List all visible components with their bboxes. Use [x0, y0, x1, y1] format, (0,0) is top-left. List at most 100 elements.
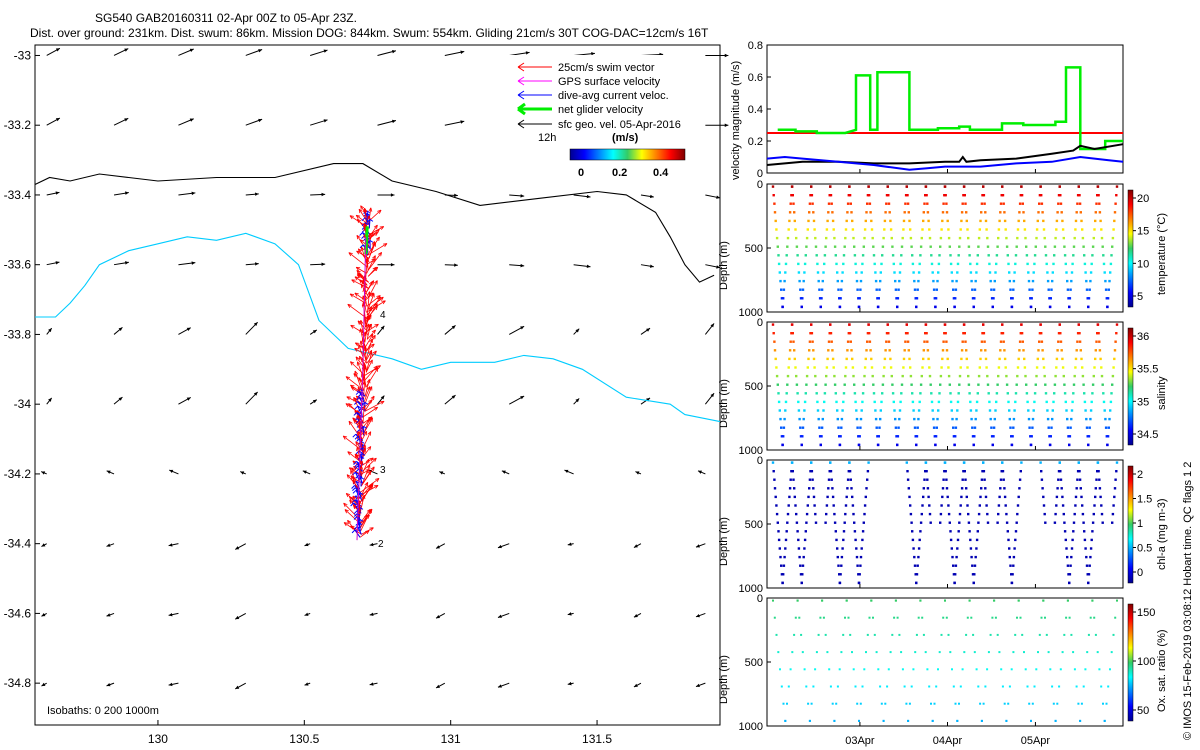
profile-point [831, 349, 834, 352]
profile-point [816, 400, 819, 404]
profile-point [1016, 504, 1020, 507]
swim-vector-head [357, 218, 362, 224]
profile-point [798, 417, 801, 421]
dive-avg-current-vector [368, 219, 371, 229]
profile-point [999, 487, 1002, 490]
profile-point [1027, 417, 1031, 421]
profile-point [786, 374, 790, 378]
swim-vector-head [372, 457, 377, 462]
profile-point [886, 685, 889, 688]
profile-point [805, 236, 809, 240]
profile-point [997, 512, 1000, 516]
profile-point [1015, 245, 1018, 248]
profile-point [846, 340, 850, 343]
profile-point [1040, 202, 1044, 205]
profile-point [851, 651, 853, 654]
swim-vector-head [357, 386, 362, 392]
profile-point [868, 340, 872, 343]
map-legend: 25cm/s swim vector GPS surface velocity … [505, 55, 705, 179]
profile-point [950, 547, 953, 550]
profile-point [912, 668, 915, 671]
profile-point [791, 332, 794, 335]
profile-point [796, 392, 799, 395]
profile-point [956, 538, 960, 542]
profile-point [820, 435, 823, 438]
profile-point [979, 219, 982, 223]
profile-point [888, 349, 891, 352]
profile-point [926, 349, 930, 352]
profile-point [878, 426, 881, 429]
profile-point [862, 383, 865, 386]
profile-point [802, 279, 805, 283]
profile-point [915, 581, 918, 585]
profile-point [815, 254, 818, 257]
profile-point [828, 194, 831, 197]
profile-point [910, 685, 913, 688]
profile-point [918, 262, 921, 266]
profile-point [790, 194, 793, 197]
profile-point [1061, 651, 1064, 654]
profile-point [872, 616, 874, 619]
profile-point [803, 538, 807, 542]
profile-point [1086, 435, 1089, 438]
profile-point [876, 443, 880, 447]
profile-point [870, 357, 873, 361]
profile-point [930, 702, 932, 705]
profile-point [863, 374, 866, 378]
profile-point [984, 349, 987, 352]
profile-point [793, 349, 796, 352]
profile-point [1047, 651, 1050, 654]
profile-point [866, 332, 870, 335]
sfc-velocity-arrowhead [258, 118, 263, 123]
profile-point [923, 340, 926, 343]
swim-vector-head [363, 207, 367, 213]
profile-point [893, 616, 896, 619]
profile-point [1055, 228, 1058, 231]
profile-point [933, 702, 936, 705]
profile-point [910, 245, 913, 248]
profile-point [991, 616, 994, 619]
profile-point [939, 374, 943, 378]
profile-point [1006, 254, 1009, 257]
profile-point [889, 357, 892, 361]
profile-point [1094, 487, 1097, 490]
profile-point [788, 211, 792, 214]
profile-point [1029, 297, 1032, 300]
colorbar-tick-label: 1 [1137, 518, 1143, 530]
profile-point [1044, 521, 1047, 524]
sfc-velocity-arrowhead [391, 49, 396, 54]
profile-point [1063, 392, 1067, 395]
profile-point [1112, 504, 1115, 507]
swim-vector-head [357, 415, 362, 420]
depth-tick-label: 500 [745, 243, 763, 255]
profile-point [1079, 211, 1082, 214]
profile-point [1098, 340, 1101, 343]
profile-point [799, 288, 802, 291]
sfc-velocity-arrowhead [312, 329, 317, 334]
profile-point [862, 245, 865, 248]
profile-point [884, 349, 887, 352]
profile-point [907, 349, 910, 352]
sfc-velocity-arrowhead [564, 469, 569, 474]
legend-label-sfc: sfc geo. vel. 05-Apr-2016 [558, 119, 681, 131]
profile-point [984, 495, 988, 499]
profile-point [818, 426, 821, 429]
profile-point [1002, 340, 1005, 343]
profile-point [915, 573, 919, 576]
profile-point [1059, 340, 1063, 343]
salinity-ylabel: Depth (m) [718, 379, 730, 428]
profile-point [778, 409, 781, 412]
profile-point [1028, 426, 1031, 429]
sfc-velocity-arrowhead [124, 48, 129, 52]
sfc-velocity-arrowhead [520, 326, 525, 330]
swim-vector-head [348, 252, 353, 257]
profile-point [1059, 668, 1062, 671]
profile-point [943, 461, 947, 464]
profile-point [1113, 219, 1116, 223]
title-line-2: Dist. over ground: 231km. Dist. swum: 86… [30, 26, 709, 40]
profile-point [857, 581, 861, 585]
profile-point [935, 288, 938, 291]
sfc-velocity-arrowhead [646, 397, 651, 402]
profile-point [857, 443, 861, 447]
profile-point [1051, 685, 1054, 688]
